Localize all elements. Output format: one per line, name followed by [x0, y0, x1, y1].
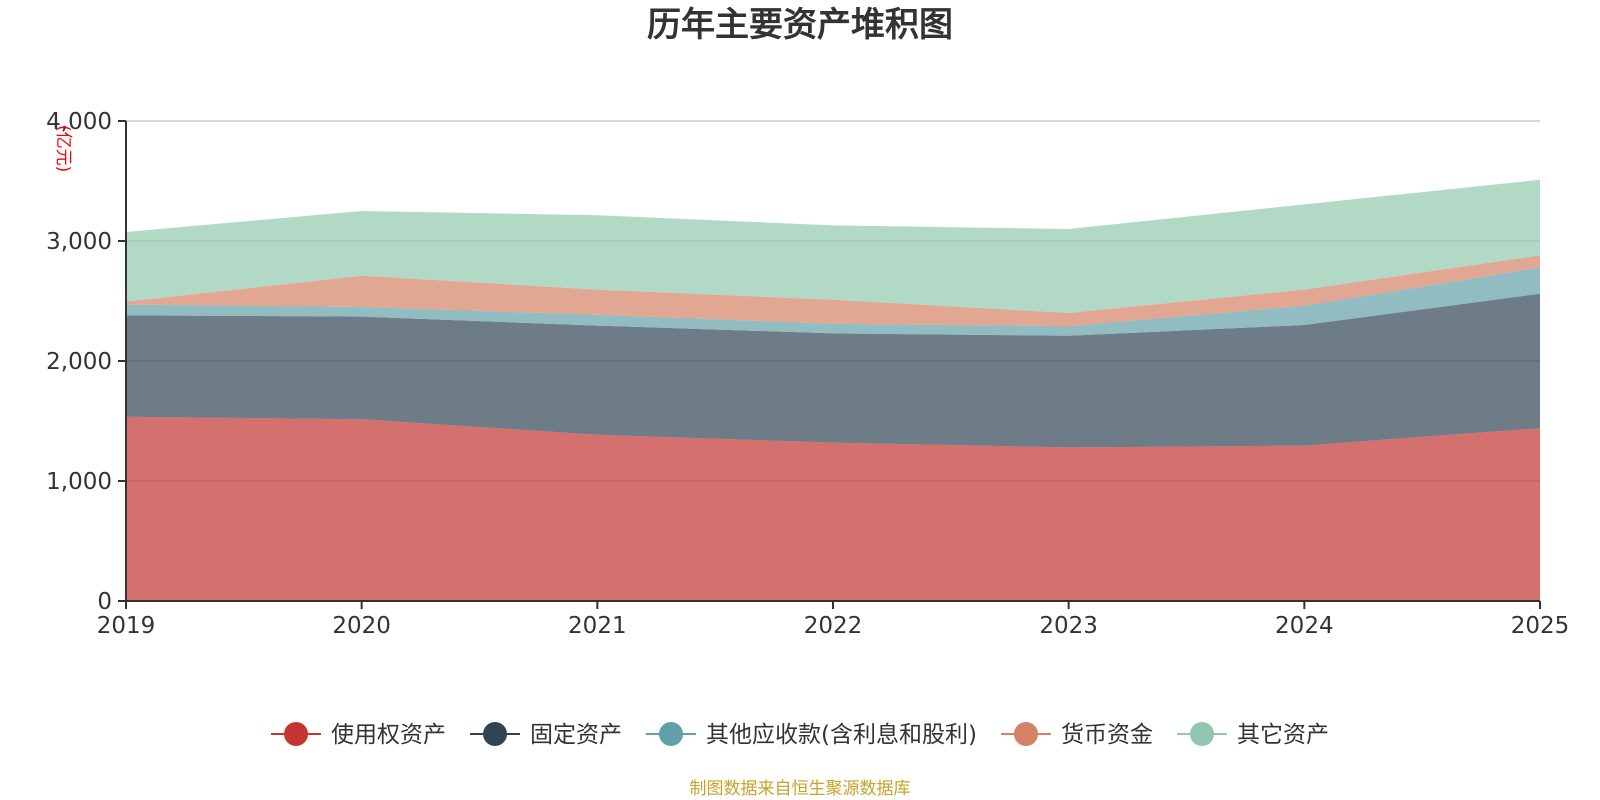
legend-label: 货币资金	[1061, 722, 1153, 748]
y-tick-label: 3,000	[46, 229, 112, 255]
legend-label: 其他应收款(含利息和股利)	[706, 722, 977, 748]
legend-swatch-dot	[1013, 722, 1038, 746]
legend-item-5[interactable]: 其它资产	[1176, 722, 1329, 748]
area-series-3	[126, 267, 1540, 336]
y-axis-unit-label: (亿元)	[53, 125, 73, 172]
x-tick-label: 2021	[568, 613, 627, 639]
legend-label: 固定资产	[530, 722, 622, 748]
area-series-2	[126, 293, 1540, 448]
axes: 0 1,000 2,000 3,000 4,000 2019 2020 2021 2022 202…	[46, 109, 1569, 639]
area-series-1	[126, 416, 1540, 601]
area-series	[126, 179, 1540, 601]
y-tick-label: 2,000	[46, 349, 112, 375]
legend-item-1[interactable]: 使用权资产	[271, 722, 446, 748]
x-tick-label: 2023	[1039, 613, 1098, 639]
y-tick-label: 1,000	[46, 469, 112, 495]
x-tick-label: 2019	[97, 613, 156, 639]
area-series-5	[126, 179, 1540, 313]
x-tick-label: 2022	[804, 613, 863, 639]
x-tick-label: 2024	[1275, 613, 1334, 639]
x-tick-label: 2020	[332, 613, 391, 639]
y-tick-label: 0	[97, 589, 112, 615]
legend-item-4[interactable]: 货币资金	[1000, 722, 1153, 748]
legend-label: 其它资产	[1237, 722, 1329, 748]
legend-item-3[interactable]: 其他应收款(含利息和股利)	[646, 722, 977, 748]
source-note: 制图数据来自恒生聚源数据库	[689, 779, 911, 799]
legend-swatch-dot	[284, 722, 309, 746]
x-tick-label: 2025	[1511, 613, 1570, 639]
legend: 使用权资产 固定资产 其他应收款(含利息和股利) 货币资金 其它资产	[271, 722, 1329, 748]
area-series-4	[126, 255, 1540, 327]
legend-swatch-dot	[483, 722, 508, 746]
chart-title: 历年主要资产堆积图	[647, 5, 953, 45]
legend-label: 使用权资产	[331, 722, 446, 748]
legend-swatch-dot	[659, 722, 684, 746]
legend-swatch-dot	[1189, 722, 1214, 746]
y-tick-label: 4,000	[46, 109, 112, 135]
legend-item-2[interactable]: 固定资产	[470, 722, 622, 748]
